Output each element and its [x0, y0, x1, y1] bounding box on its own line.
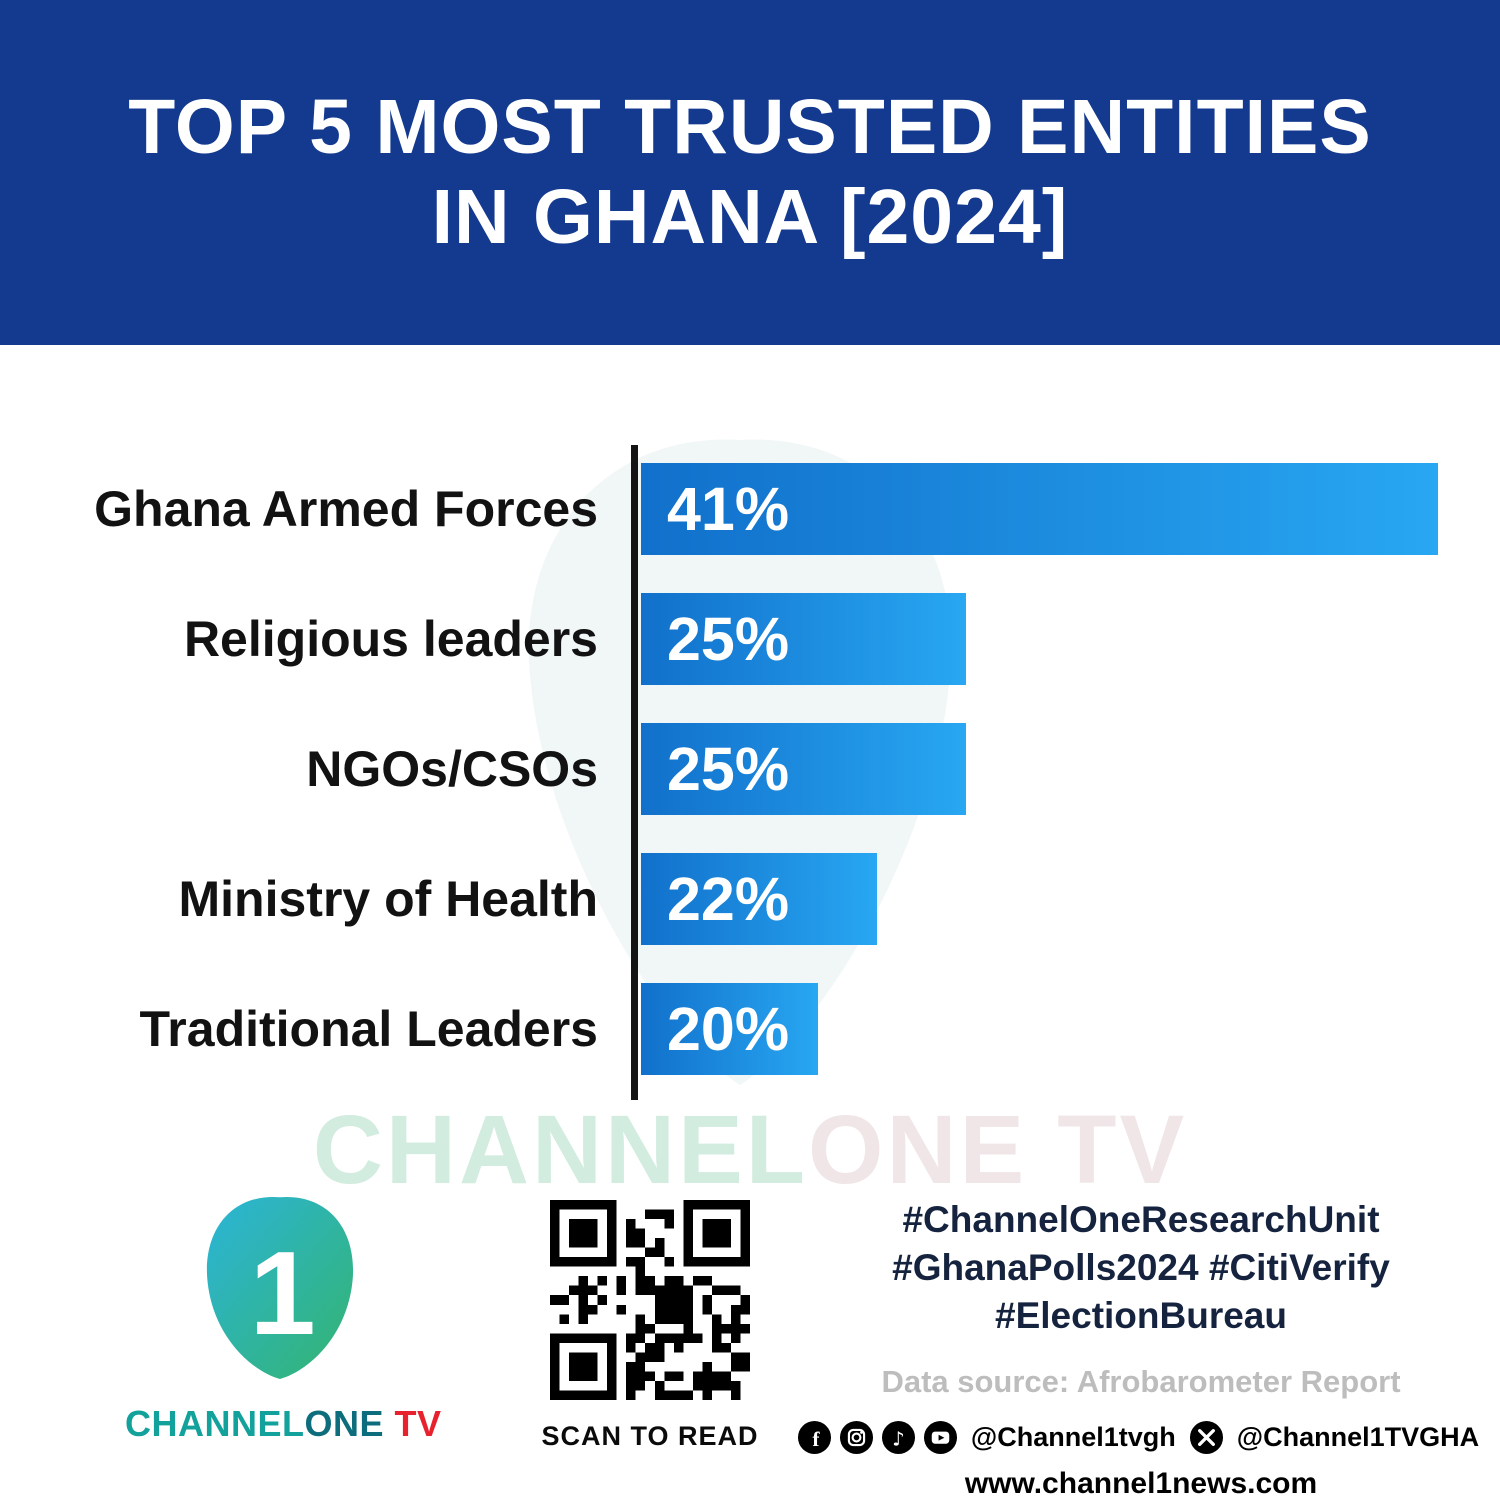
bar-ngos-csos: 25% — [641, 723, 966, 815]
bar-value-label: 25% — [667, 735, 790, 803]
logo-text-one: ONE — [304, 1403, 385, 1444]
bar-category-label: NGOs/CSOs — [306, 741, 598, 797]
title-line-2: IN GHANA [2024] — [431, 173, 1069, 260]
channel-one-logo: 1 — [206, 1196, 354, 1379]
facebook-icon: f — [797, 1421, 831, 1455]
chart-row: Religious leaders 25% — [0, 593, 1500, 685]
logo-text-channel: CHANNEL — [125, 1403, 305, 1444]
footer-right-column: #ChannelOneResearchUnit #GhanaPolls2024 … — [797, 1196, 1479, 1500]
chart-row: Ministry of Health 22% — [0, 853, 1500, 945]
tiktok-icon: ♪ — [881, 1421, 915, 1455]
chart-row: Traditional Leaders 20% — [0, 983, 1500, 1075]
channel-one-text-watermark: CHANNELONE TV — [0, 1094, 1500, 1206]
logo-numeral: 1 — [250, 1227, 316, 1360]
youtube-icon — [923, 1421, 957, 1455]
social-handle-main: @Channel1tvgh — [970, 1422, 1176, 1453]
hashtag-line-1: #ChannelOneResearchUnit — [902, 1199, 1380, 1240]
bar-value-label: 20% — [667, 995, 790, 1063]
bar-ghana-armed-forces: 41% — [641, 463, 1438, 555]
bar-category-label: Ministry of Health — [178, 871, 598, 927]
hashtag-line-3: #ElectionBureau — [995, 1295, 1287, 1337]
social-row: f ♪ @Channel1tvgh @Channel1 — [797, 1420, 1479, 1455]
bar-ministry-of-health: 22% — [641, 853, 877, 945]
data-source: Data source: Afrobarometer Report — [881, 1364, 1401, 1400]
instagram-icon — [839, 1421, 873, 1455]
logo-text-tv: TV — [384, 1403, 442, 1444]
qr-caption: SCAN TO READ — [541, 1421, 759, 1451]
hashtag-line-2: #GhanaPolls2024 #CitiVerify — [892, 1247, 1390, 1289]
header-banner: TOP 5 MOST TRUSTED ENTITIES IN GHANA [20… — [0, 0, 1500, 345]
bar-religious-leaders: 25% — [641, 593, 966, 685]
chart-row: NGOs/CSOs 25% — [0, 723, 1500, 815]
bar-value-label: 25% — [667, 605, 790, 673]
channel-one-logo-block: 1 CHANNELONE TV — [125, 1190, 441, 1445]
qr-code — [550, 1200, 750, 1400]
svg-text:f: f — [812, 1427, 820, 1451]
bar-value-label: 41% — [667, 475, 790, 543]
logo-wordmark: CHANNELONE TV — [125, 1403, 441, 1445]
svg-text:♪: ♪ — [892, 1428, 904, 1451]
watermark-part-1: CHANNEL — [312, 1095, 809, 1204]
bar-category-label: Ghana Armed Forces — [94, 481, 598, 537]
social-handle-x: @Channel1TVGHA — [1236, 1422, 1480, 1453]
bar-category-label: Religious leaders — [183, 611, 598, 667]
watermark-part-2: ONE TV — [808, 1095, 1188, 1204]
qr-block: SCAN TO READ — [540, 1200, 760, 1452]
chart-axis-line — [631, 445, 638, 1100]
bar-value-label: 22% — [667, 865, 790, 933]
chart-row: Ghana Armed Forces 41% — [0, 463, 1500, 555]
bar-chart: Ghana Armed Forces 41% Religious leaders… — [0, 463, 1500, 1113]
page-title: TOP 5 MOST TRUSTED ENTITIES IN GHANA [20… — [128, 83, 1371, 262]
bar-category-label: Traditional Leaders — [139, 1001, 598, 1057]
title-line-1: TOP 5 MOST TRUSTED ENTITIES — [128, 84, 1372, 171]
website-url: www.channel1news.com — [964, 1467, 1318, 1500]
bar-traditional-leaders: 20% — [641, 983, 818, 1075]
hashtags: #ChannelOneResearchUnit #GhanaPolls2024 … — [856, 1196, 1426, 1340]
x-icon — [1189, 1421, 1223, 1455]
